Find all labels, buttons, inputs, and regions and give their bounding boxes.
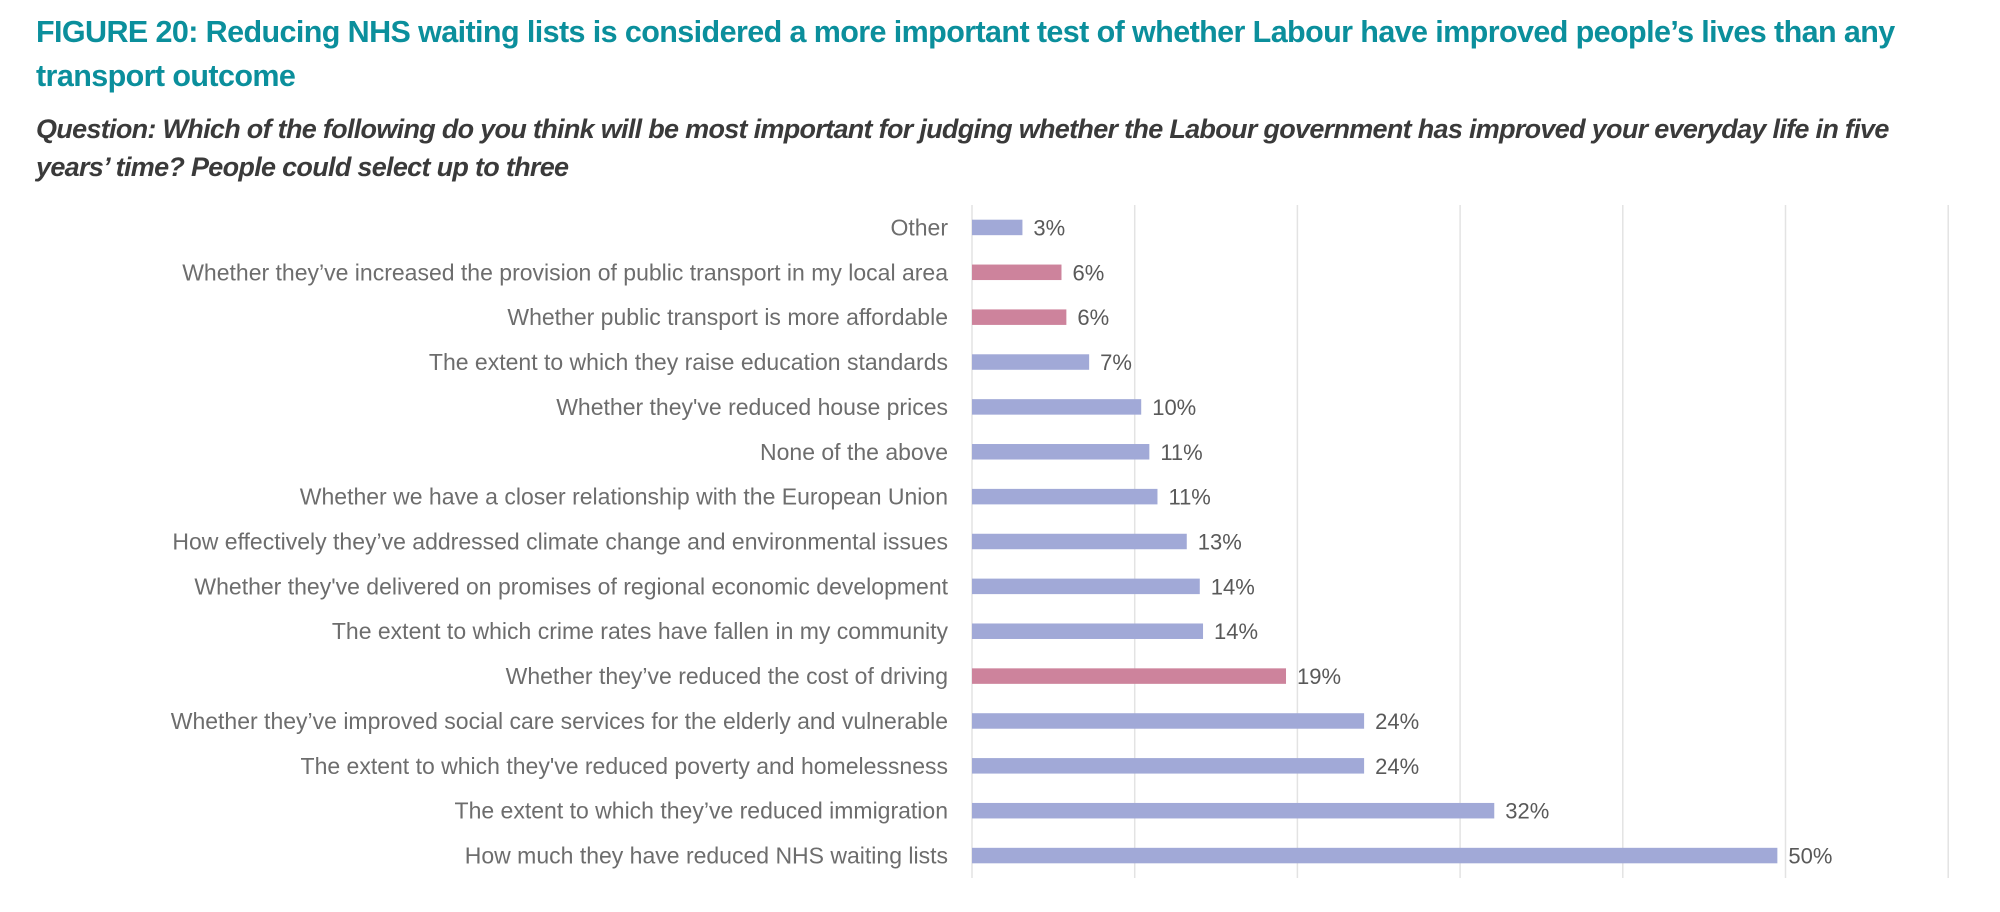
bar-0 [972, 219, 1023, 236]
value-label-5: 11% [1160, 440, 1202, 465]
value-label-8: 14% [1211, 574, 1255, 599]
category-label-9: The extent to which crime rates have fal… [332, 618, 949, 644]
category-label-6: Whether we have a closer relationship wi… [300, 484, 948, 510]
category-label-7: How effectively they’ve addressed climat… [172, 529, 948, 555]
bar-13 [972, 802, 1495, 819]
bar-1 [972, 264, 1062, 281]
category-label-14: How much they have reduced NHS waiting l… [465, 843, 948, 869]
bars [972, 219, 1778, 864]
bar-3 [972, 354, 1090, 370]
value-label-7: 13% [1198, 530, 1242, 555]
bar-11 [972, 713, 1365, 729]
bar-4 [972, 399, 1142, 415]
value-label-9: 14% [1214, 619, 1258, 644]
category-label-2: Whether public transport is more afforda… [507, 304, 948, 330]
category-label-1: Whether they’ve increased the provision … [182, 259, 948, 285]
bar-14 [972, 847, 1778, 864]
category-label-13: The extent to which they’ve reduced immi… [455, 798, 948, 824]
bar-2 [972, 309, 1067, 325]
value-label-3: 7% [1100, 350, 1132, 375]
value-label-14: 50% [1788, 844, 1832, 869]
figure-title: FIGURE 20: Reducing NHS waiting lists is… [36, 15, 1895, 93]
category-label-11: Whether they’ve improved social care ser… [171, 708, 948, 734]
figure-subtitle: Question: Which of the following do you … [36, 114, 1889, 182]
category-label-10: Whether they’ve reduced the cost of driv… [506, 663, 948, 689]
value-labels: 3% 6% 6% 7% 10% 11% 11% 13% 14% 14% 19% 24% 24% 32% 50… [1033, 215, 1832, 868]
category-label-8: Whether they've delivered on promises of… [194, 573, 948, 599]
category-label-12: The extent to which they've reduced pove… [301, 753, 948, 779]
category-label-4: Whether they've reduced house prices [556, 394, 948, 420]
category-label-5: None of the above [760, 439, 948, 465]
value-label-4: 10% [1152, 395, 1196, 420]
category-label-0: Other [890, 214, 948, 240]
bar-5 [972, 444, 1150, 460]
category-labels: Other Whether they’ve increased the provi… [171, 214, 949, 868]
bar-12 [972, 758, 1365, 774]
category-label-3: The extent to which they raise education… [429, 349, 948, 375]
value-label-0: 3% [1033, 215, 1065, 240]
value-label-1: 6% [1072, 260, 1104, 285]
value-label-10: 19% [1297, 664, 1341, 689]
value-label-2: 6% [1077, 305, 1109, 330]
bar-7 [972, 533, 1187, 550]
value-label-11: 24% [1375, 709, 1419, 734]
bar-8 [972, 578, 1200, 595]
value-label-6: 11% [1168, 485, 1210, 510]
bar-10 [972, 668, 1287, 684]
bar-9 [972, 623, 1204, 639]
value-label-12: 24% [1375, 754, 1419, 779]
value-label-13: 32% [1505, 799, 1549, 824]
bar-6 [972, 488, 1158, 505]
